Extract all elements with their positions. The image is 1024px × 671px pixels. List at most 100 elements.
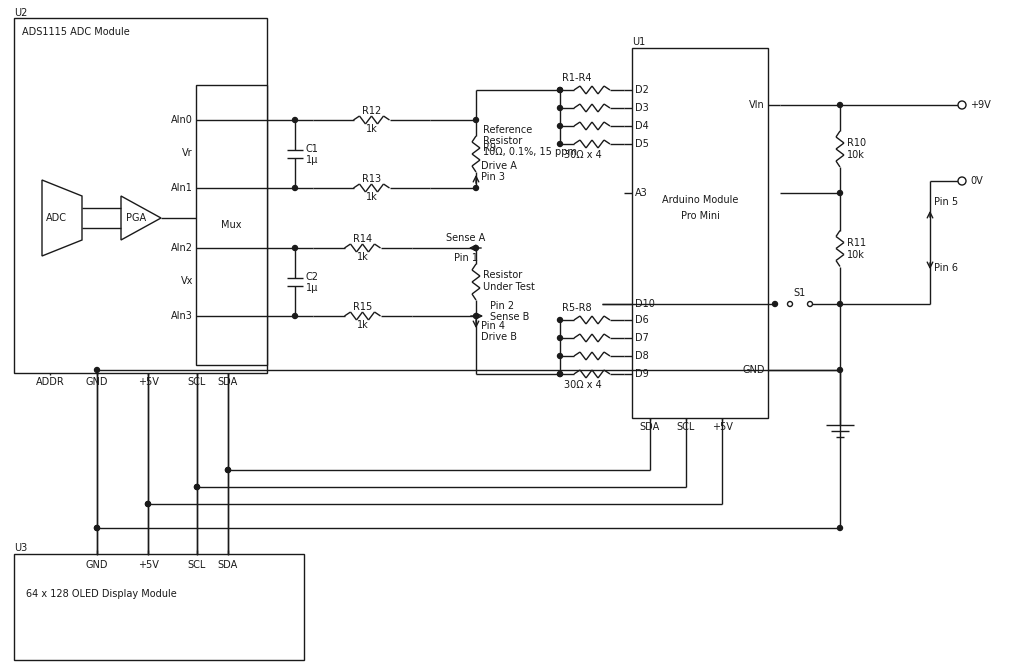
Text: S1: S1 xyxy=(794,288,806,298)
Text: D3: D3 xyxy=(635,103,649,113)
Circle shape xyxy=(225,468,230,472)
Text: R13: R13 xyxy=(361,174,381,184)
Text: R1-R4: R1-R4 xyxy=(562,73,592,83)
Circle shape xyxy=(808,301,812,307)
Text: Drive A: Drive A xyxy=(481,161,517,171)
Text: Vx: Vx xyxy=(180,276,193,286)
Text: Pro Mini: Pro Mini xyxy=(681,211,720,221)
Text: R5-R8: R5-R8 xyxy=(562,303,592,313)
Text: D6: D6 xyxy=(635,315,649,325)
Circle shape xyxy=(557,354,562,358)
Text: C2: C2 xyxy=(306,272,319,282)
Text: R9: R9 xyxy=(483,143,496,153)
Text: 30Ω x 4: 30Ω x 4 xyxy=(564,380,602,390)
Text: Under Test: Under Test xyxy=(483,282,535,292)
Circle shape xyxy=(473,313,478,319)
Text: 10k: 10k xyxy=(847,250,865,260)
Text: Sense B: Sense B xyxy=(490,312,529,322)
Text: Vr: Vr xyxy=(182,148,193,158)
Circle shape xyxy=(195,484,200,490)
Text: Pin 1: Pin 1 xyxy=(454,253,478,263)
Text: VIn: VIn xyxy=(750,100,765,110)
Text: D8: D8 xyxy=(635,351,649,361)
Text: U2: U2 xyxy=(14,8,28,18)
Text: SDA: SDA xyxy=(218,560,239,570)
Bar xyxy=(14,18,267,373)
Circle shape xyxy=(94,368,99,372)
Text: +5V: +5V xyxy=(137,377,159,387)
Bar xyxy=(14,554,304,660)
Text: C1: C1 xyxy=(306,144,318,154)
Text: 10Ω, 0.1%, 15 ppm: 10Ω, 0.1%, 15 ppm xyxy=(483,147,577,157)
Text: R11: R11 xyxy=(847,238,866,248)
Text: 1μ: 1μ xyxy=(306,283,318,293)
Text: R15: R15 xyxy=(353,302,372,312)
Text: SCL: SCL xyxy=(677,422,695,432)
Text: D5: D5 xyxy=(635,139,649,149)
Circle shape xyxy=(94,525,99,531)
Text: R12: R12 xyxy=(361,106,381,116)
Circle shape xyxy=(473,185,478,191)
Text: ADC: ADC xyxy=(45,213,67,223)
Text: 30Ω x 4: 30Ω x 4 xyxy=(564,150,602,160)
Text: D10: D10 xyxy=(635,299,655,309)
Circle shape xyxy=(838,525,843,531)
Circle shape xyxy=(838,191,843,195)
Text: 1μ: 1μ xyxy=(306,155,318,165)
Text: SCL: SCL xyxy=(187,377,206,387)
Circle shape xyxy=(557,336,562,340)
Text: Pin 4: Pin 4 xyxy=(481,321,505,331)
Circle shape xyxy=(293,185,298,191)
Text: D2: D2 xyxy=(635,85,649,95)
Text: U1: U1 xyxy=(632,37,645,47)
Circle shape xyxy=(145,501,151,507)
Text: AIn1: AIn1 xyxy=(171,183,193,193)
Text: D4: D4 xyxy=(635,121,649,131)
Text: 10k: 10k xyxy=(847,150,865,160)
Circle shape xyxy=(145,501,151,507)
Text: PGA: PGA xyxy=(126,213,146,223)
Circle shape xyxy=(787,301,793,307)
Text: +5V: +5V xyxy=(712,422,732,432)
Circle shape xyxy=(557,372,562,376)
Text: +9V: +9V xyxy=(970,100,991,110)
Text: 0V: 0V xyxy=(970,176,983,186)
Circle shape xyxy=(557,105,562,111)
Text: Sense A: Sense A xyxy=(446,233,485,243)
Circle shape xyxy=(195,484,200,490)
Circle shape xyxy=(94,525,99,531)
Text: Reference: Reference xyxy=(483,125,532,135)
Text: 1k: 1k xyxy=(356,320,369,330)
Circle shape xyxy=(838,368,843,372)
Circle shape xyxy=(557,87,562,93)
Circle shape xyxy=(838,301,843,307)
Text: GND: GND xyxy=(742,365,765,375)
Text: AIn0: AIn0 xyxy=(171,115,193,125)
Text: Pin 3: Pin 3 xyxy=(481,172,505,182)
Text: SDA: SDA xyxy=(218,377,239,387)
Circle shape xyxy=(473,246,478,250)
Text: Resistor: Resistor xyxy=(483,136,522,146)
Text: AIn3: AIn3 xyxy=(171,311,193,321)
Text: GND: GND xyxy=(86,560,109,570)
Circle shape xyxy=(557,142,562,146)
Text: Pin 6: Pin 6 xyxy=(934,263,958,273)
Text: SDA: SDA xyxy=(640,422,660,432)
Text: Drive B: Drive B xyxy=(481,332,517,342)
Text: Arduino Module: Arduino Module xyxy=(662,195,738,205)
Circle shape xyxy=(225,468,230,472)
Circle shape xyxy=(473,117,478,123)
Circle shape xyxy=(293,246,298,250)
Text: Pin 5: Pin 5 xyxy=(934,197,958,207)
Circle shape xyxy=(557,317,562,323)
Circle shape xyxy=(293,313,298,319)
Text: Mux: Mux xyxy=(221,220,242,230)
Text: AIn2: AIn2 xyxy=(171,243,193,253)
Text: +5V: +5V xyxy=(137,560,159,570)
Circle shape xyxy=(557,372,562,376)
Text: 1k: 1k xyxy=(356,252,369,262)
Text: 1k: 1k xyxy=(366,124,378,134)
Text: 64 x 128 OLED Display Module: 64 x 128 OLED Display Module xyxy=(26,589,177,599)
Text: Pin 2: Pin 2 xyxy=(490,301,514,311)
Text: D7: D7 xyxy=(635,333,649,343)
